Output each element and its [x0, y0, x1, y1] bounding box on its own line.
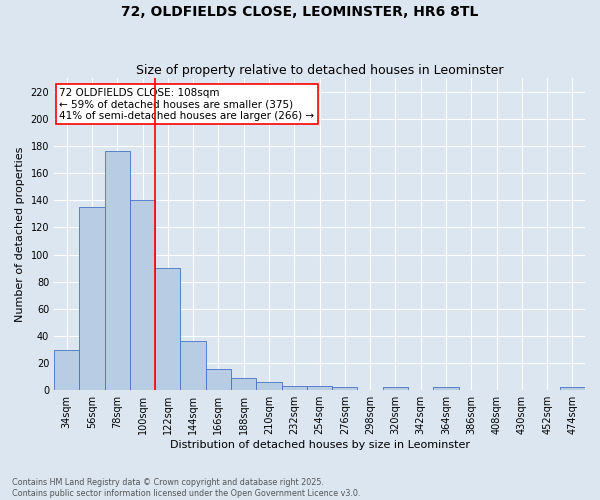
Bar [383, 388, 408, 390]
Bar [560, 388, 585, 390]
Bar [104, 152, 130, 390]
Bar [79, 207, 104, 390]
Bar [281, 386, 307, 390]
Bar [256, 382, 281, 390]
Bar [206, 368, 231, 390]
Bar [54, 350, 79, 390]
Bar [433, 388, 458, 390]
Title: Size of property relative to detached houses in Leominster: Size of property relative to detached ho… [136, 64, 503, 77]
Text: Contains HM Land Registry data © Crown copyright and database right 2025.
Contai: Contains HM Land Registry data © Crown c… [12, 478, 361, 498]
Text: 72 OLDFIELDS CLOSE: 108sqm
← 59% of detached houses are smaller (375)
41% of sem: 72 OLDFIELDS CLOSE: 108sqm ← 59% of deta… [59, 88, 314, 120]
X-axis label: Distribution of detached houses by size in Leominster: Distribution of detached houses by size … [170, 440, 470, 450]
Bar [332, 388, 358, 390]
Bar [181, 342, 206, 390]
Y-axis label: Number of detached properties: Number of detached properties [15, 146, 25, 322]
Bar [130, 200, 155, 390]
Bar [231, 378, 256, 390]
Bar [307, 386, 332, 390]
Bar [155, 268, 181, 390]
Text: 72, OLDFIELDS CLOSE, LEOMINSTER, HR6 8TL: 72, OLDFIELDS CLOSE, LEOMINSTER, HR6 8TL [121, 5, 479, 19]
